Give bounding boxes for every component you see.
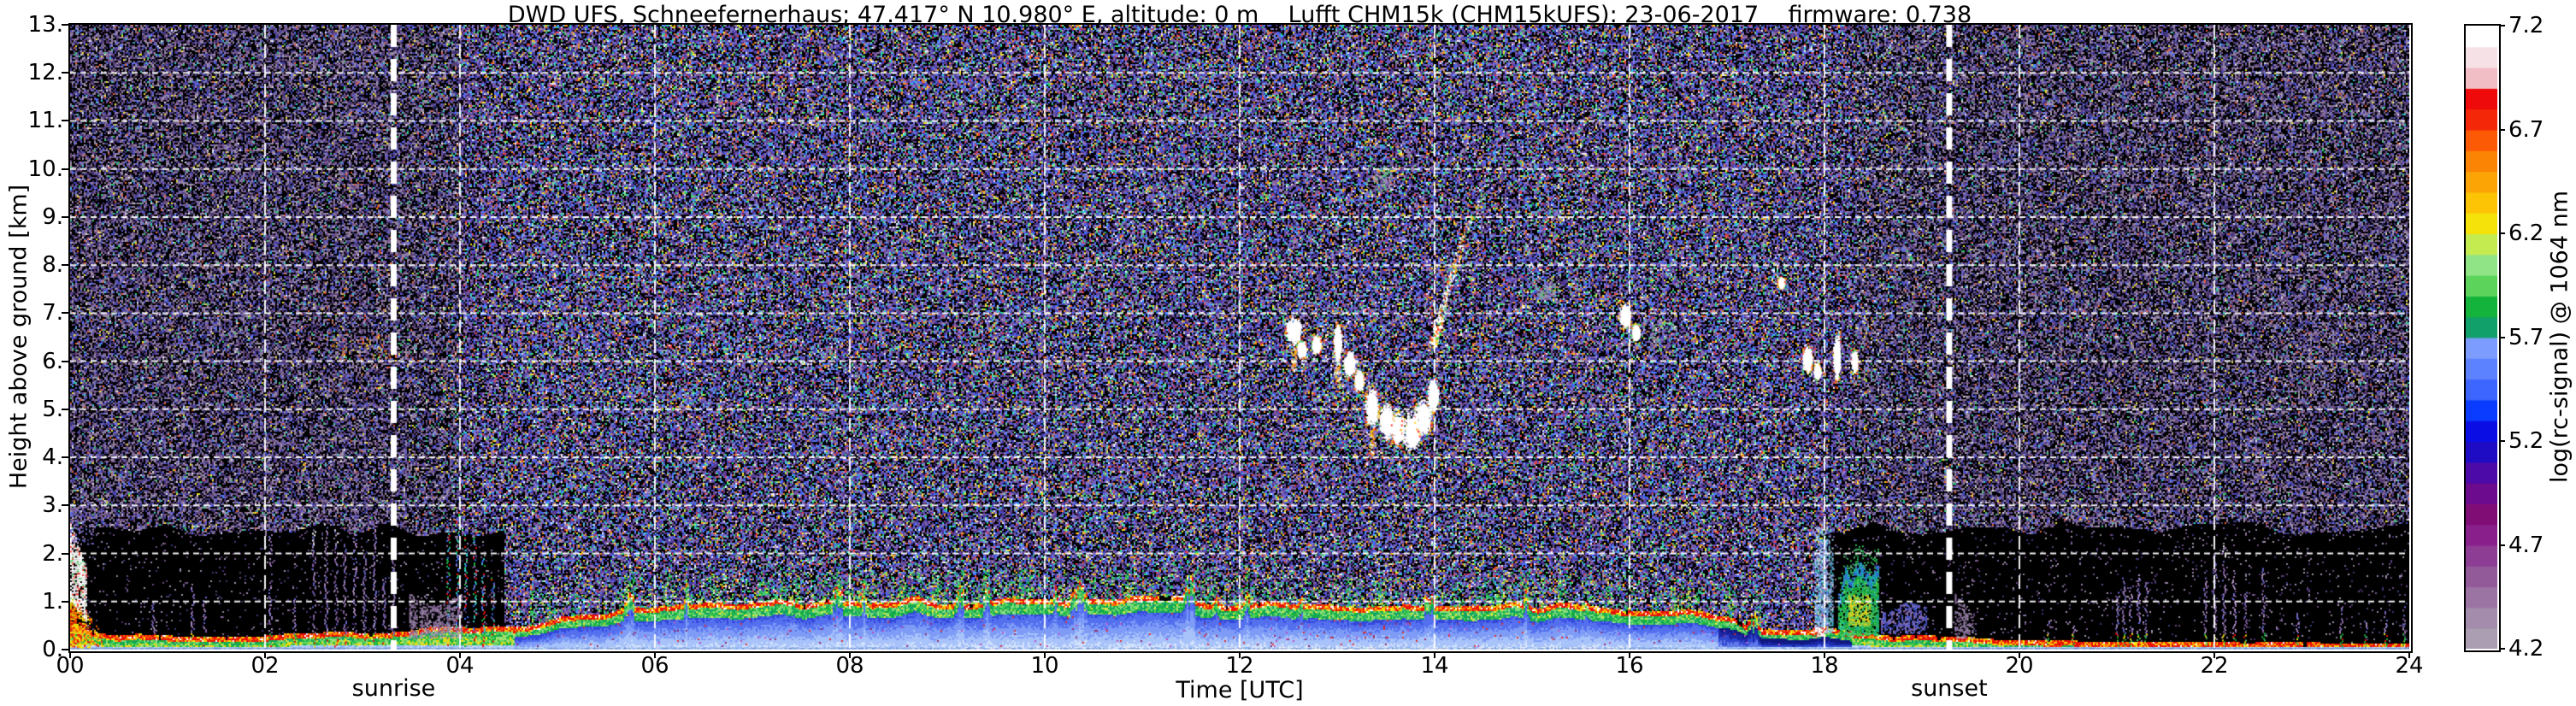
x-tick-mark	[2213, 651, 2215, 658]
x-tick-label: 08	[835, 653, 864, 679]
sunrise-label: sunrise	[351, 675, 436, 702]
colorbar-tick-mark	[2499, 648, 2505, 650]
x-axis-label: Time [UTC]	[1176, 677, 1304, 703]
y-tick-label: 0.	[42, 637, 63, 662]
y-tick-label: 9.	[42, 203, 63, 230]
y-tick-mark	[62, 264, 68, 267]
x-tick-label: 14	[1420, 653, 1449, 679]
y-tick-mark	[62, 504, 68, 507]
y-tick-mark	[62, 456, 68, 459]
x-tick-label: 20	[2005, 653, 2034, 679]
y-tick-mark	[62, 408, 68, 410]
y-tick-label: 13.	[27, 12, 63, 38]
x-tick-label: 18	[1810, 653, 1839, 679]
x-tick-mark	[1044, 651, 1046, 658]
y-tick-label: 1.	[42, 588, 63, 615]
y-tick-label: 8.	[42, 252, 63, 279]
colorbar-tick-label: 7.2	[2508, 13, 2544, 38]
sunset-label: sunset	[1911, 675, 1988, 702]
y-tick-mark	[62, 552, 68, 555]
colorbar-tick-label: 5.7	[2508, 324, 2544, 350]
y-tick-label: 10.	[27, 156, 63, 182]
x-tick-mark	[264, 651, 266, 658]
colorbar-tick-label: 6.7	[2508, 116, 2544, 143]
plot-title: DWD UFS, Schneefernerhaus; 47.417° N 10.…	[507, 2, 1972, 28]
x-tick-label: 06	[640, 653, 669, 679]
y-tick-label: 11.	[27, 108, 63, 134]
y-tick-label: 3.	[42, 492, 63, 519]
y-tick-mark	[62, 360, 68, 362]
colorbar-tick-mark	[2499, 440, 2505, 442]
y-tick-mark	[62, 168, 68, 170]
x-tick-label: 10	[1030, 653, 1059, 679]
colorbar-tick-mark	[2499, 544, 2505, 546]
x-tick-mark	[1239, 651, 1241, 658]
y-tick-mark	[62, 24, 68, 26]
x-tick-label: 22	[2200, 653, 2229, 679]
x-tick-mark	[1434, 651, 1435, 658]
y-tick-mark	[62, 215, 68, 218]
heatmap-canvas	[70, 25, 2409, 650]
y-tick-label: 2.	[42, 540, 63, 567]
x-tick-label: 16	[1615, 653, 1644, 679]
colorbar-canvas	[2466, 26, 2497, 649]
x-tick-mark	[69, 651, 71, 658]
colorbar-tick-mark	[2499, 232, 2505, 234]
colorbar-border	[2464, 24, 2501, 652]
colorbar-tick-label: 6.2	[2508, 221, 2544, 246]
colorbar-tick-label: 4.2	[2508, 636, 2544, 662]
y-tick-mark	[62, 600, 68, 603]
y-tick-label: 6.	[42, 348, 63, 374]
x-tick-mark	[459, 651, 461, 658]
y-tick-mark	[62, 120, 68, 122]
colorbar-label: log(rc-signal) @ 1064 nm	[2546, 190, 2573, 484]
y-tick-mark	[62, 72, 68, 74]
x-tick-mark	[2019, 651, 2020, 658]
x-tick-mark	[1629, 651, 1630, 658]
colorbar-tick-label: 5.2	[2508, 428, 2544, 454]
x-tick-label: 12	[1225, 653, 1254, 679]
x-tick-mark	[1824, 651, 1825, 658]
colorbar-tick-mark	[2499, 336, 2505, 338]
x-tick-mark	[654, 651, 656, 658]
y-tick-label: 5.	[42, 396, 63, 422]
y-tick-label: 7.	[42, 300, 63, 327]
x-tick-label: 24	[2395, 653, 2424, 679]
x-tick-mark	[2408, 651, 2410, 658]
y-tick-label: 12.	[27, 60, 63, 86]
y-tick-mark	[62, 312, 68, 315]
x-tick-label: 04	[445, 653, 475, 679]
colorbar-tick-mark	[2499, 25, 2505, 26]
colorbar-tick-label: 4.7	[2508, 532, 2544, 558]
colorbar-tick-mark	[2499, 128, 2505, 131]
y-tick-label: 4.	[42, 444, 63, 471]
x-tick-label: 00	[56, 653, 85, 679]
x-tick-label: 02	[251, 653, 280, 679]
y-tick-mark	[62, 649, 68, 650]
y-axis-label: Height above ground [km]	[5, 184, 32, 490]
x-tick-mark	[849, 651, 851, 658]
